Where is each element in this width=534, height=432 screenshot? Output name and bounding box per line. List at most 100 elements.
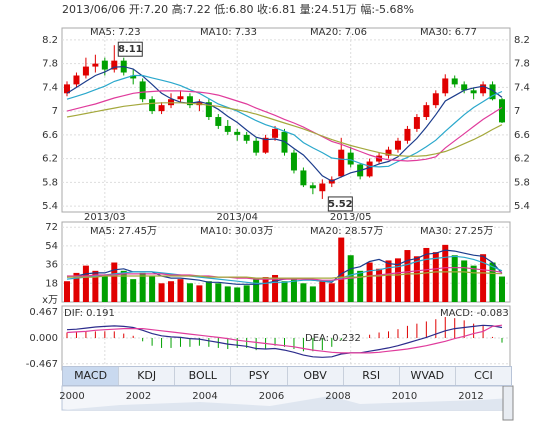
y-tick-label-right: 6.2 — [514, 154, 530, 165]
timeline-label: 2002 — [126, 391, 151, 402]
volume-bar — [404, 250, 411, 302]
candle-body — [338, 149, 345, 177]
ma-line — [67, 271, 503, 279]
tab[interactable]: MACD — [63, 367, 120, 385]
tab[interactable]: PSY — [231, 367, 288, 385]
candle-body — [92, 63, 99, 67]
volume-bar — [423, 247, 430, 302]
ma-line — [66, 255, 503, 284]
candle-body — [366, 161, 373, 177]
y-tick-label-right: 5.8 — [514, 177, 530, 188]
candle-body — [111, 60, 118, 70]
volume-bar — [442, 244, 449, 302]
candle-body — [158, 105, 165, 112]
timeline-label: 2012 — [458, 391, 483, 402]
candle-body — [73, 75, 80, 85]
ma-line — [66, 102, 503, 157]
volume-bar — [338, 237, 345, 302]
candle-body — [215, 117, 222, 126]
y-tick-label-right: 7.8 — [514, 59, 530, 70]
volume-bar — [309, 286, 316, 302]
y-tick-label: 54 — [45, 241, 58, 252]
volume-bar — [215, 283, 222, 302]
y-tick-label: 5.8 — [42, 177, 58, 188]
volume-bar — [394, 258, 401, 302]
volume-bar — [489, 262, 496, 302]
timeline-label: 2010 — [392, 391, 417, 402]
x-tick-label: 2013/04 — [216, 212, 258, 223]
volume-bar — [281, 281, 288, 302]
tab[interactable]: OBV — [288, 367, 344, 385]
candle-body — [205, 102, 212, 118]
timeline-label: 2004 — [192, 391, 217, 402]
candle-body — [149, 99, 156, 112]
volume-bar — [376, 268, 383, 302]
legend-entry: DIF: 0.191 — [64, 308, 115, 319]
volume-bar — [290, 279, 297, 302]
volume-bar — [196, 285, 203, 302]
volume-bar — [177, 279, 184, 302]
annotation: 8.11 — [118, 44, 143, 55]
tab[interactable]: BOLL — [175, 367, 232, 385]
legend-entry: MA5: 7.23 — [90, 27, 141, 38]
ma-line — [66, 324, 503, 358]
y-tick-label: -0.467 — [26, 359, 58, 370]
legend-entry: MA30: 6.77 — [420, 27, 477, 38]
candle-body — [347, 152, 354, 165]
candle-body — [101, 60, 108, 70]
tab[interactable]: RSI — [344, 367, 400, 385]
candle-body — [309, 185, 316, 189]
volume-bar — [168, 281, 175, 302]
unit-label: x万 — [42, 295, 58, 306]
volume-bar — [432, 252, 439, 302]
volume-bar — [130, 279, 137, 302]
candle-body — [272, 128, 279, 138]
volume-bar — [328, 283, 335, 302]
candle-body — [404, 128, 411, 141]
volume-bar — [186, 283, 193, 302]
volume-bar — [243, 285, 250, 302]
timeline-label: 2006 — [259, 391, 284, 402]
volume-bar — [73, 272, 80, 302]
volume-bar — [64, 281, 70, 302]
volume-bar — [499, 276, 505, 302]
volume-bar — [92, 270, 99, 302]
tab[interactable]: WVAD — [400, 367, 456, 385]
timeline-area — [62, 396, 510, 410]
volume-bar — [149, 276, 156, 302]
indicator-tabs: MACD KDJ BOLL PSY OBV RSI WVAD CCI — [62, 366, 512, 386]
candle-body — [442, 78, 449, 94]
volume-bar — [262, 277, 269, 302]
candle-body — [480, 84, 487, 94]
candle-body — [82, 66, 89, 76]
candle-body — [461, 84, 468, 91]
volume-bar — [139, 272, 146, 302]
tab[interactable]: CCI — [474, 369, 493, 382]
ma-line — [66, 65, 503, 182]
ma-line — [67, 267, 503, 281]
y-tick-label: 7.4 — [42, 82, 58, 93]
volume-bar — [319, 281, 326, 302]
y-tick-label: 7.8 — [42, 59, 58, 70]
volume-bar — [158, 283, 165, 302]
volume-bar — [205, 281, 212, 302]
tab[interactable]: KDJ — [119, 367, 176, 385]
x-tick-label: 2013/03 — [84, 212, 126, 223]
header-quote: 2013/06/06 开:7.20 高:7.22 低:6.80 收:6.81 量… — [62, 2, 414, 16]
candle-body — [300, 170, 307, 186]
volume-bar — [480, 254, 487, 302]
volume-bar — [111, 262, 118, 302]
volume-bar — [224, 286, 231, 302]
candle-body — [385, 149, 392, 156]
volume-bar — [357, 270, 364, 302]
scroll-handle[interactable] — [502, 385, 514, 421]
candle-body — [177, 96, 184, 100]
y-tick-label-right: 7.4 — [514, 82, 530, 93]
timeline-label: 2000 — [59, 391, 84, 402]
y-tick-label-right: 7 — [514, 106, 520, 117]
candle-body — [394, 140, 401, 150]
y-tick-label-right: 8.2 — [514, 35, 530, 46]
legend-entry: MA20: 28.57万 — [310, 226, 383, 237]
annotation: 5.52 — [328, 199, 353, 210]
